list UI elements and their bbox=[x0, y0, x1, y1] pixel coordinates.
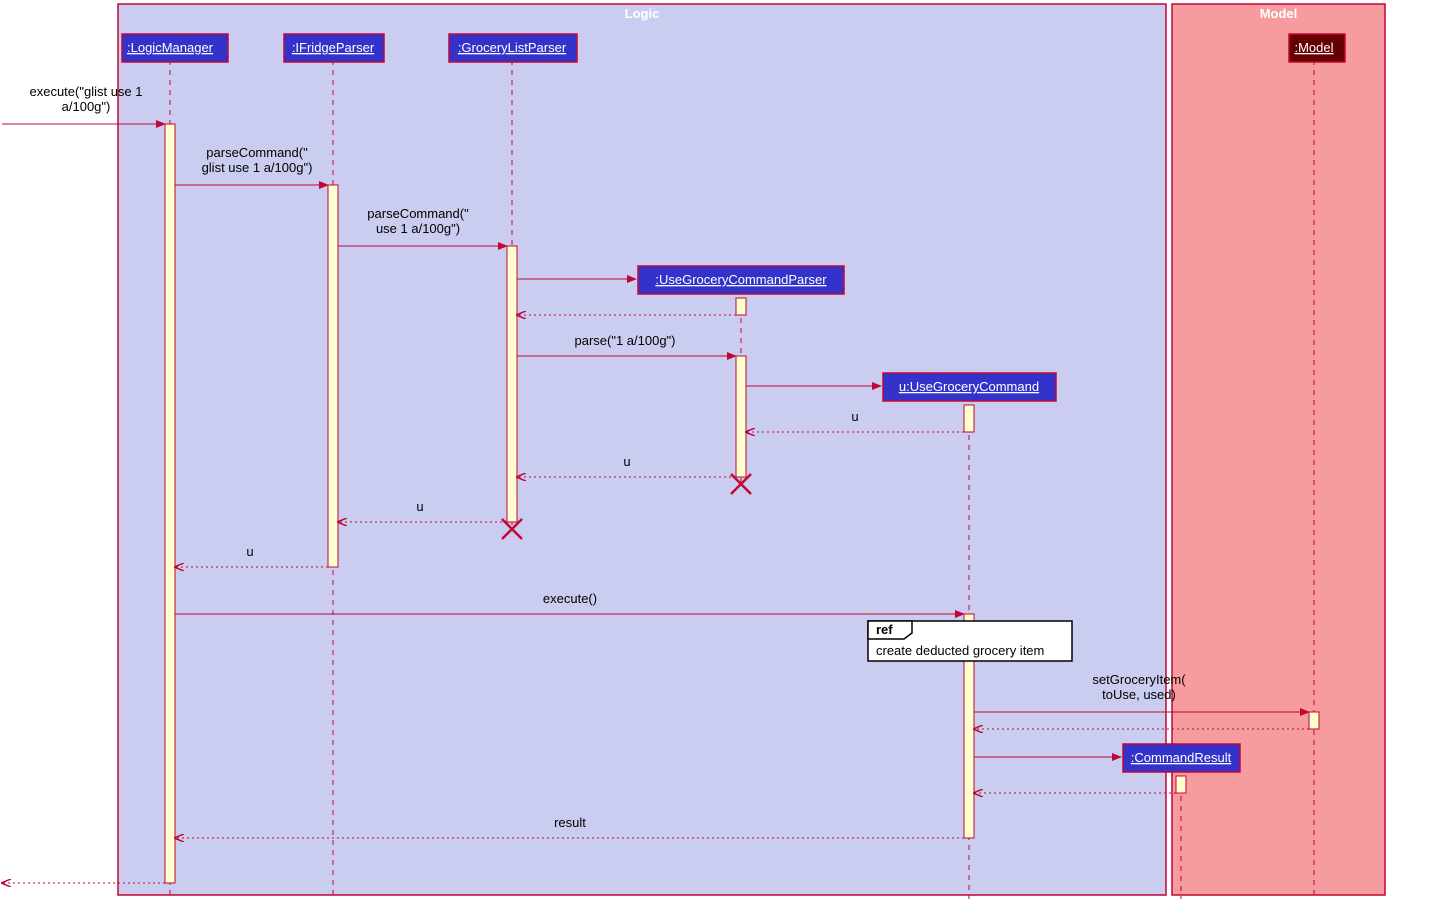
participant-label-model: :Model bbox=[1294, 40, 1333, 55]
participant-label-usecmd: u:UseGroceryCommand bbox=[899, 379, 1039, 394]
activation-model bbox=[1309, 712, 1319, 729]
participant-label-glistparser: :GroceryListParser bbox=[458, 40, 567, 55]
message-label-8-0: u bbox=[623, 454, 630, 469]
activation-usecmdparser bbox=[736, 356, 746, 477]
message-label-0-1: a/100g") bbox=[62, 99, 111, 114]
activation-usecmd bbox=[964, 405, 974, 432]
frame-title-model: Model bbox=[1260, 6, 1298, 21]
participant-label-logicmgr: :LogicManager bbox=[127, 40, 214, 55]
participant-label-cmdresult: :CommandResult bbox=[1131, 750, 1232, 765]
message-label-11-0: execute() bbox=[543, 591, 597, 606]
sequence-diagram: Logic Model :LogicManager :IFridgeParser :G… bbox=[0, 0, 1435, 899]
activation-fridgeparser bbox=[328, 185, 338, 567]
frame-logic bbox=[118, 4, 1166, 895]
message-label-16-0: result bbox=[554, 815, 586, 830]
message-label-9-0: u bbox=[416, 499, 423, 514]
message-label-2-0: parseCommand(" bbox=[367, 206, 469, 221]
message-label-12-0: setGroceryItem( bbox=[1092, 672, 1186, 687]
message-label-0-0: execute("glist use 1 bbox=[29, 84, 142, 99]
message-label-5-0: parse("1 a/100g") bbox=[574, 333, 675, 348]
message-label-1-0: parseCommand(" bbox=[206, 145, 308, 160]
message-label-2-1: use 1 a/100g") bbox=[376, 221, 460, 236]
activation-usecmdparser bbox=[736, 298, 746, 315]
activation-cmdresult bbox=[1176, 776, 1186, 793]
participant-label-usecmdparser: :UseGroceryCommandParser bbox=[655, 272, 827, 287]
message-label-7-0: u bbox=[851, 409, 858, 424]
message-label-10-0: u bbox=[246, 544, 253, 559]
message-label-1-1: glist use 1 a/100g") bbox=[202, 160, 313, 175]
activation-glistparser bbox=[507, 246, 517, 522]
frame-title-logic: Logic bbox=[625, 6, 660, 21]
message-label-12-1: toUse, used) bbox=[1102, 687, 1176, 702]
activation-logicmgr bbox=[165, 124, 175, 883]
ref-body-text: create deducted grocery item bbox=[876, 643, 1044, 658]
ref-tag-label: ref bbox=[876, 622, 893, 637]
participant-label-fridgeparser: :IFridgeParser bbox=[292, 40, 375, 55]
